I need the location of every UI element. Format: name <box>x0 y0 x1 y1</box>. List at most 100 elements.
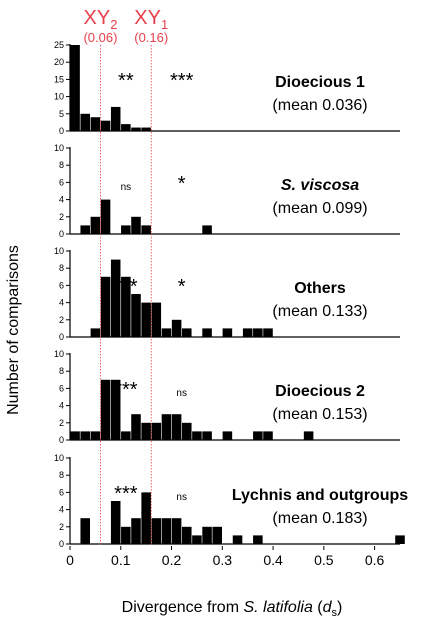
y-tick-label: 0 <box>59 539 64 549</box>
y-tick-label: 4 <box>59 298 64 308</box>
histogram-bar <box>131 414 141 440</box>
histogram-bar <box>80 518 91 544</box>
histogram-bar <box>90 431 101 440</box>
x-tick-label: 0.1 <box>111 552 131 568</box>
histogram-bar <box>171 414 182 440</box>
histogram-bar <box>161 518 172 544</box>
histogram-bar <box>121 225 131 234</box>
panel-mean: (mean 0.133) <box>272 303 367 320</box>
histogram-bar <box>121 124 131 131</box>
histogram-bar <box>232 535 243 544</box>
y-tick-label: 0 <box>59 229 64 239</box>
panel-5: 0 2 4 6 8 10 *** ns Lychnis and outgroups (mean 0… <box>54 453 408 549</box>
histogram-bar <box>253 328 263 337</box>
histogram-bar <box>151 518 162 544</box>
histogram-bar <box>202 526 212 544</box>
y-tick-label: 6 <box>59 177 64 187</box>
histogram-bar <box>253 535 263 544</box>
y-tick-label: 2 <box>59 418 64 428</box>
significance-xy1: * <box>178 276 186 298</box>
significance-xy1: * <box>178 173 186 195</box>
histogram-bar <box>121 431 131 440</box>
markers-layer: XY2(0.06)XY1(0.16) <box>83 7 168 546</box>
x-tick-label: 0.4 <box>263 552 283 568</box>
y-tick-label: 10 <box>54 92 64 102</box>
x-axis-label-d: d <box>323 599 333 616</box>
x-axis-label-paren-open: ( <box>313 599 323 616</box>
significance-xy1: *** <box>170 70 194 92</box>
significance-xy2: ns <box>121 182 132 193</box>
y-tick-label: 0 <box>59 126 64 136</box>
significance-xy2: ** <box>118 70 134 92</box>
histogram-bar <box>171 518 182 544</box>
marker-label-text: XY <box>84 7 111 29</box>
histogram-bar <box>121 276 131 337</box>
y-tick-label: 4 <box>59 505 64 515</box>
histogram-bar <box>192 535 202 544</box>
x-tick-label: 0.2 <box>162 552 182 568</box>
histogram-bar <box>202 225 212 234</box>
histogram-bar <box>181 422 192 440</box>
panel-title: Others <box>294 280 346 297</box>
histogram-bar <box>131 216 141 234</box>
x-tick-label: 0 <box>66 552 74 568</box>
histogram-bar <box>395 535 405 544</box>
y-tick-label: 20 <box>54 57 64 67</box>
histogram-bar <box>100 379 111 440</box>
histogram-bar <box>141 127 151 131</box>
y-tick-label: 10 <box>54 143 64 153</box>
x-axis-label-sub: s <box>332 607 338 617</box>
histogram-bar <box>80 225 91 234</box>
panel-title: Dioecious 2 <box>275 383 365 400</box>
histogram-bar <box>121 526 131 544</box>
panel-title: S. viscosa <box>281 177 359 194</box>
significance-xy1: ns <box>176 492 187 503</box>
x-axis-label-species: S. latifolia <box>243 599 312 616</box>
y-tick-label: 0 <box>59 435 64 445</box>
y-tick-label: 6 <box>59 487 64 497</box>
marker-value-1: (0.06) <box>83 30 117 45</box>
y-axis-label: Number of comparisons <box>5 245 22 415</box>
y-tick-label: 6 <box>59 280 64 290</box>
histogram-bar <box>181 328 192 337</box>
histogram-bar <box>141 422 151 440</box>
y-tick-label: 10 <box>54 349 64 359</box>
histogram-bar <box>110 501 121 544</box>
x-axis-label-prefix: Divergence from <box>122 599 244 616</box>
histogram-bar <box>141 302 151 337</box>
histogram-bar <box>141 225 151 234</box>
y-tick-label: 2 <box>59 212 64 222</box>
x-tick-label: 0.6 <box>365 552 385 568</box>
histogram-bar <box>242 328 253 337</box>
histogram-bar <box>171 319 182 337</box>
histogram-bar <box>110 379 121 440</box>
histogram-bar <box>202 431 212 440</box>
panel-mean: (mean 0.153) <box>272 406 367 423</box>
histogram-bar <box>263 328 273 337</box>
y-tick-label: 25 <box>54 40 64 50</box>
histogram-bar <box>131 127 141 131</box>
y-tick-label: 15 <box>54 74 64 84</box>
y-tick-label: 5 <box>59 109 64 119</box>
y-tick-label: 10 <box>54 453 64 463</box>
x-tick-label: 0.3 <box>213 552 233 568</box>
histogram-bar <box>202 328 212 337</box>
histogram-bar <box>303 431 314 440</box>
histogram-bar <box>192 431 202 440</box>
panel-mean: (mean 0.099) <box>272 200 367 217</box>
histogram-bar <box>222 328 233 337</box>
histogram-bar <box>263 431 273 440</box>
y-tick-label: 8 <box>59 160 64 170</box>
y-tick-label: 2 <box>59 315 64 325</box>
histogram-bar <box>181 526 192 544</box>
histogram-bar <box>222 431 233 440</box>
x-axis-label: Divergence from S. latifolia (ds) <box>122 599 343 617</box>
histogram-bar <box>253 431 263 440</box>
marker-value-2: (0.16) <box>134 30 168 45</box>
histogram-bar <box>90 117 101 131</box>
histogram-bar <box>70 45 80 131</box>
histogram-bar <box>151 422 162 440</box>
x-tick-label: 0.5 <box>314 552 334 568</box>
histogram-bar <box>110 106 121 131</box>
histogram-bar <box>100 120 111 131</box>
